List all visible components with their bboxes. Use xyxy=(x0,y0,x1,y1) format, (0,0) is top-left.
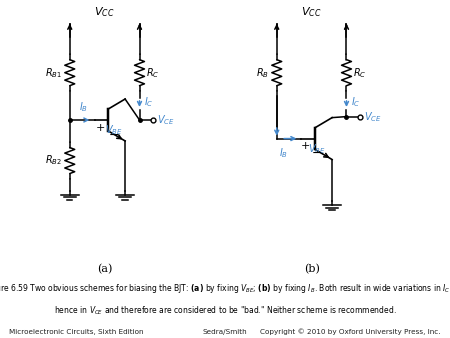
Text: $V_{BE}$: $V_{BE}$ xyxy=(105,124,123,137)
Text: $R_{B1}$: $R_{B1}$ xyxy=(45,66,62,79)
Text: +: + xyxy=(301,141,310,151)
Text: −: − xyxy=(109,129,120,142)
Text: $R_B$: $R_B$ xyxy=(256,66,269,79)
Text: $I_B$: $I_B$ xyxy=(79,100,88,114)
Text: $I_B$: $I_B$ xyxy=(279,146,288,160)
Text: (a): (a) xyxy=(97,264,112,274)
Text: $V_{CE}$: $V_{CE}$ xyxy=(364,110,381,123)
Text: Microelectronic Circuits, Sixth Edition: Microelectronic Circuits, Sixth Edition xyxy=(9,329,144,335)
Text: $R_C$: $R_C$ xyxy=(146,66,159,79)
Text: Copyright © 2010 by Oxford University Press, Inc.: Copyright © 2010 by Oxford University Pr… xyxy=(261,328,441,335)
Text: hence in $V_{CE}$ and therefore are considered to be "bad." Neither scheme is re: hence in $V_{CE}$ and therefore are cons… xyxy=(54,304,396,317)
Text: $I_C$: $I_C$ xyxy=(351,95,360,109)
Text: $R_C$: $R_C$ xyxy=(353,66,366,79)
Text: $R_{B2}$: $R_{B2}$ xyxy=(45,154,62,167)
Text: Sedra/Smith: Sedra/Smith xyxy=(202,329,248,335)
Text: $V_{CC}$: $V_{CC}$ xyxy=(94,5,115,19)
Text: $I_C$: $I_C$ xyxy=(144,95,153,109)
Text: +: + xyxy=(96,123,105,134)
Text: −: − xyxy=(312,147,323,160)
Text: $V_{CE}$: $V_{CE}$ xyxy=(157,113,174,127)
Text: $V_{BE}$: $V_{BE}$ xyxy=(308,142,326,156)
Text: Figure 6.59 Two obvious schemes for biasing the BJT: $\mathbf{(a)}$ by fixing $V: Figure 6.59 Two obvious schemes for bias… xyxy=(0,282,450,295)
Text: $V_{CC}$: $V_{CC}$ xyxy=(302,5,322,19)
Text: (b): (b) xyxy=(304,264,319,274)
